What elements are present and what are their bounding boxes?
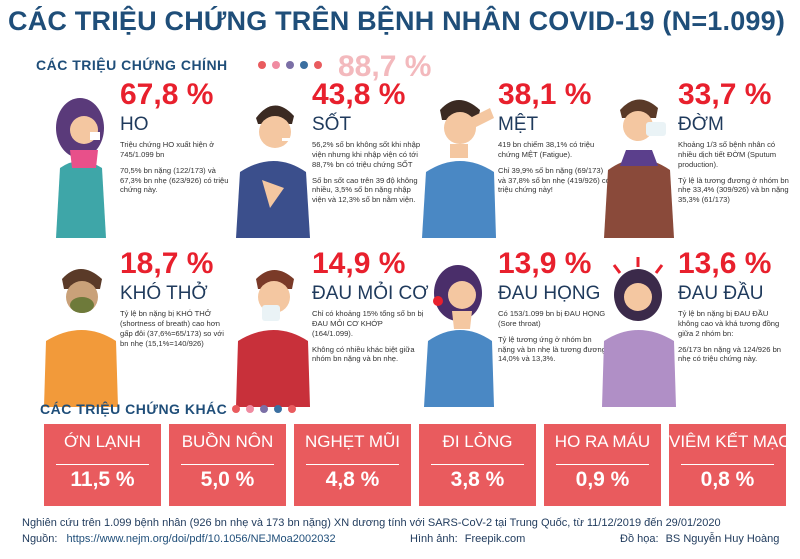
- symptom-description: 56,2% số bn không sốt khi nhập viện nhưn…: [312, 140, 421, 205]
- credits-line: Nguồn: https://www.nejm.org/doi/pdf/10.1…: [22, 533, 336, 545]
- main-section-title: CÁC TRIỆU CHỨNG CHÍNH: [36, 57, 228, 73]
- other-symptom-value: 0,8 %: [700, 468, 755, 491]
- symptom-card-headache: 13,6 % ĐAU ĐẦU Tỷ lệ bn nặng bị ĐAU ĐẦU …: [598, 247, 796, 417]
- sneezing-man-icon: [604, 99, 674, 238]
- symptom-card-myalgia: 14,9 % ĐAU MỎI CƠ Chỉ có khoảng 15% tổng…: [232, 247, 430, 417]
- symptom-name: MỆT: [498, 114, 539, 135]
- other-symptom-box: VIÊM KẾT MẠC 0,8 %: [669, 424, 791, 506]
- symptom-card-fatigue: 38,1 % MỆT 419 bn chiếm 38,1% có triệu c…: [418, 78, 616, 248]
- other-section-dots: [232, 405, 296, 413]
- other-symptom-value: 11,5 %: [70, 468, 135, 491]
- other-symptom-box: HO RA MÁU 0,9 %: [544, 424, 661, 506]
- other-symptoms-row: ỚN LẠNH 11,5 % BUỒN NÔN 5,0 % NGHẸT MŨI …: [44, 424, 791, 506]
- other-section-title: CÁC TRIỆU CHỨNG KHÁC: [40, 401, 228, 417]
- other-symptom-label: ỚN LẠNH: [64, 432, 141, 451]
- page-title: CÁC TRIỆU CHỨNG TRÊN BỆNH NHÂN COVID-19 …: [8, 6, 786, 36]
- other-symptom-box: ĐI LỎNG 3,8 %: [419, 424, 536, 506]
- other-symptom-box: NGHẸT MŨI 4,8 %: [294, 424, 411, 506]
- other-symptom-value: 4,8 %: [325, 468, 380, 491]
- symptom-percent: 43,8 %: [312, 78, 406, 111]
- image-credit: Hình ảnh: Freepik.com: [410, 533, 525, 545]
- symptom-description: Tỷ lệ bn nặng bị ĐAU ĐẦU không cao và kh…: [678, 309, 782, 364]
- symptom-percent: 38,1 %: [498, 78, 592, 111]
- symptom-description: 419 bn chiếm 38,1% có triệu chứng MỆT (F…: [498, 140, 610, 195]
- symptom-name: ĐAU HỌNG: [498, 283, 601, 304]
- symptom-description: Khoảng 1/3 số bệnh nhân có nhiều dịch ti…: [678, 140, 789, 205]
- other-symptom-label: HO RA MÁU: [554, 432, 651, 451]
- image-credit-value: Freepik.com: [464, 533, 526, 545]
- design-credit: Đồ họa: BS Nguyễn Huy Hoàng: [620, 533, 779, 545]
- other-symptom-label: NGHẸT MŨI: [304, 432, 401, 451]
- symptom-description: Có 153/1.099 bn bị ĐAU HỌNG (Sore throat…: [498, 309, 609, 364]
- study-note: Nghiên cứu trên 1.099 bệnh nhân (926 bn …: [22, 517, 721, 529]
- other-symptom-box: BUỒN NÔN 5,0 %: [169, 424, 286, 506]
- symptom-percent: 33,7 %: [678, 78, 772, 111]
- design-credit-label: Đồ họa:: [620, 533, 659, 545]
- headache-woman-icon: [602, 257, 676, 407]
- symptom-name: KHÓ THỞ: [120, 283, 208, 304]
- symptom-card-sore-throat: 13,9 % ĐAU HỌNG Có 153/1.099 bn bị ĐAU H…: [418, 247, 616, 417]
- other-symptom-box: ỚN LẠNH 11,5 %: [44, 424, 161, 506]
- symptom-percent: 67,8 %: [120, 78, 214, 111]
- ghost-percentage: 88,7 %: [338, 50, 432, 83]
- other-symptom-value: 0,9 %: [575, 468, 630, 491]
- sore-throat-woman-icon: [424, 265, 494, 407]
- symptom-card-fever: 43,8 % SỐT 56,2% số bn không sốt khi nhậ…: [232, 78, 430, 248]
- symptom-description: Triệu chứng HO xuất hiện ở 745/1.099 bn …: [120, 140, 229, 195]
- aching-man-icon: [236, 270, 310, 407]
- other-symptom-label: BUỒN NÔN: [181, 432, 274, 451]
- other-symptom-value: 3,8 %: [450, 468, 505, 491]
- source-label: Nguồn:: [22, 533, 58, 545]
- design-credit-value: BS Nguyễn Huy Hoàng: [665, 533, 780, 545]
- other-symptom-label: VIÊM KẾT MẠC: [669, 432, 791, 451]
- symptom-percent: 13,9 %: [498, 247, 592, 280]
- symptom-percent: 13,6 %: [678, 247, 772, 280]
- symptom-percent: 14,9 %: [312, 247, 406, 280]
- symptom-description: Chỉ có khoảng 15% tổng số bn bị ĐAU MỎI …: [312, 309, 424, 364]
- other-symptom-value: 5,0 %: [200, 468, 255, 491]
- source-link[interactable]: https://www.nejm.org/doi/pdf/10.1056/NEJ…: [66, 533, 336, 545]
- tired-man-icon: [422, 100, 496, 238]
- symptom-name: HO: [120, 114, 149, 135]
- symptom-card-sputum: 33,7 % ĐỜM Khoảng 1/3 số bệnh nhân có nh…: [598, 78, 796, 248]
- symptom-name: SỐT: [312, 114, 352, 135]
- symptom-name: ĐỜM: [678, 114, 724, 135]
- symptom-name: ĐAU MỎI CƠ: [312, 283, 429, 304]
- coughing-woman-icon: [56, 98, 106, 238]
- symptom-description: Tỷ lệ bn nặng bị KHÓ THỞ (shortness of b…: [120, 309, 224, 348]
- other-symptom-label: ĐI LỎNG: [442, 432, 513, 451]
- symptom-percent: 18,7 %: [120, 247, 214, 280]
- symptom-card-cough: 67,8 % HO Triệu chứng HO xuất hiện ở 745…: [40, 78, 238, 248]
- breathless-man-icon: [44, 269, 118, 407]
- main-section-dots: [258, 61, 322, 69]
- image-credit-label: Hình ảnh:: [410, 533, 458, 545]
- symptom-name: ĐAU ĐẦU: [678, 283, 764, 304]
- symptom-card-breath: 18,7 % KHÓ THỞ Tỷ lệ bn nặng bị KHÓ THỞ …: [40, 247, 238, 417]
- feverish-man-icon: [236, 105, 310, 238]
